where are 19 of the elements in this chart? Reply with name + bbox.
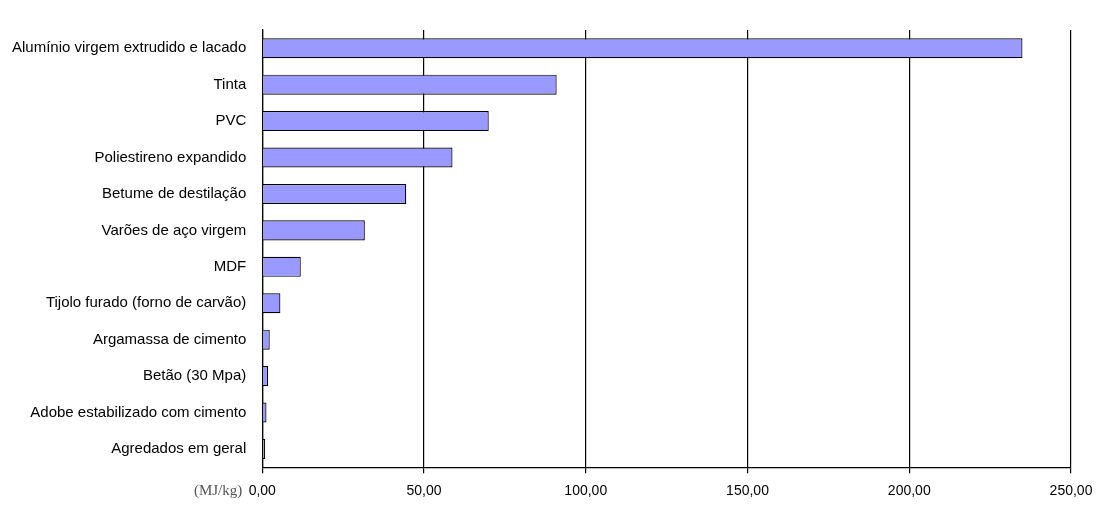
- y-tick-label: Poliestireno expandido: [94, 147, 247, 165]
- y-tick-label: Betume de destilação: [102, 184, 247, 202]
- y-tick-label: Tinta: [213, 74, 247, 92]
- y-tick-label: Adobe estabilizado com cimento: [30, 402, 247, 420]
- x-tick-label: 250,00: [1049, 482, 1093, 499]
- y-tick-label: PVC: [215, 111, 247, 129]
- y-tick-label: Varões de aço virgem: [101, 220, 247, 238]
- y-tick-label: Agredados em geral: [111, 439, 247, 457]
- y-tick-label: MDF: [213, 256, 247, 274]
- y-tick-label: Alumínio virgem extrudido e lacado: [11, 38, 247, 56]
- y-tick-label: Argamassa de cimento: [92, 329, 247, 347]
- x-tick-label: 150,00: [726, 482, 770, 499]
- x-tick-label: 50,00: [406, 482, 442, 499]
- x-tick-label: 100,00: [564, 482, 608, 499]
- x-tick-label: 0,00: [248, 482, 277, 499]
- x-tick-label: 200,00: [887, 482, 931, 499]
- y-tick-label: Tijolo furado (forno de carvão): [45, 293, 247, 311]
- y-tick-label: Betão (30 Mpa): [142, 366, 247, 384]
- x-axis-title: (MJ/kg): [193, 482, 243, 500]
